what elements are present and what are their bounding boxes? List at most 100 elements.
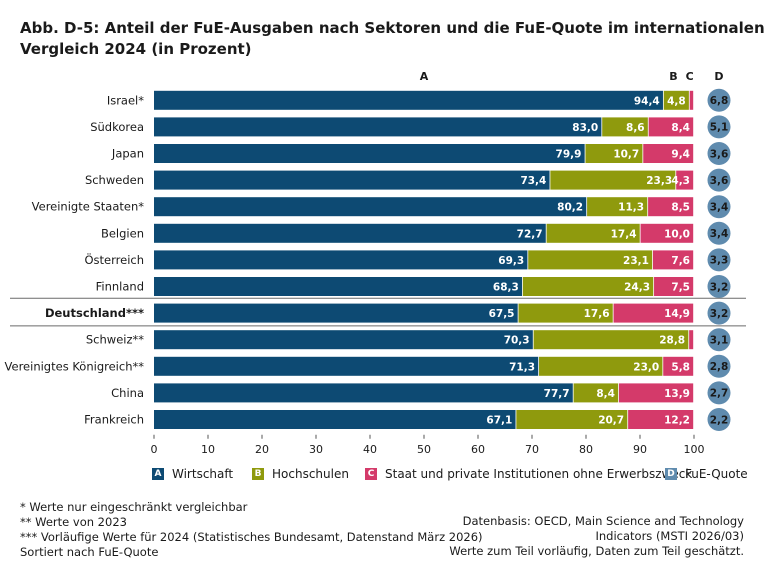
bar-segment-a [154, 383, 573, 403]
x-tick-label: 40 [363, 443, 377, 456]
data-label-b: 28,8 [659, 335, 685, 347]
bar-segment-b [550, 170, 676, 190]
fue-quote-label: 3,3 [710, 255, 729, 267]
category-label: Vereinigtes Königreich** [5, 359, 145, 373]
fue-quote-bubble [707, 195, 731, 219]
fue-quote-bubble [707, 301, 731, 325]
bar-segment-c [640, 223, 694, 243]
fue-quote-label: 3,1 [710, 335, 729, 347]
data-label-b: 11,3 [618, 202, 644, 214]
legend-swatch-b: B [252, 468, 264, 480]
category-label: Österreich [84, 251, 144, 267]
bar-segment-a [154, 277, 523, 296]
data-label-a: 68,3 [493, 282, 519, 294]
bar-segment-c [648, 117, 694, 137]
column-header-d: D [714, 70, 723, 83]
bar-segment-c [689, 90, 694, 110]
category-label: China [111, 386, 144, 400]
footnotes: * Werte nur eingeschränkt vergleichbar *… [20, 500, 483, 560]
bar-segment-b [539, 356, 663, 376]
data-label-c: 4,3 [671, 175, 690, 187]
data-label-b: 23,0 [633, 361, 659, 373]
data-label-c: 7,5 [671, 282, 690, 294]
source-line-3: Werte zum Teil vorläufig, Daten zum Teil… [449, 544, 744, 558]
bar-segment-b [518, 303, 613, 323]
legend-item-wirtschaft: A Wirtschaft [152, 467, 233, 481]
category-label: Schweiz** [86, 333, 144, 347]
stacked-bar-chart: A B C D Israel* 94,4 4,8 6,8 Südkorea 83,0 8,6 8,4 5… [5, 70, 746, 456]
fue-quote-bubble [707, 408, 731, 431]
bar-segment-a [154, 356, 539, 376]
source-line-2: Indicators (MSTI 2026/03) [595, 529, 744, 543]
bar-segment-c [663, 356, 694, 376]
legend-swatch-a: A [152, 468, 164, 480]
fue-quote-label: 3,4 [710, 228, 729, 240]
data-label-a: 72,7 [517, 228, 543, 240]
data-source: Datenbasis: OECD, Main Science and Techn… [449, 514, 744, 559]
x-tick-label: 30 [309, 443, 323, 456]
x-tick-label: 100 [684, 443, 705, 456]
data-label-a: 69,3 [498, 255, 524, 267]
bar-segment-a [154, 170, 550, 190]
bar-segment-a [154, 303, 518, 323]
data-label-b: 10,7 [613, 149, 639, 161]
bar-segment-c [676, 170, 694, 190]
data-label-a: 77,7 [544, 388, 570, 400]
data-label-a: 94,4 [634, 95, 660, 107]
bar-segment-a [154, 410, 516, 429]
fue-quote-bubble [707, 381, 731, 405]
legend-item-staat: C Staat und private Institutionen ohne E… [365, 467, 692, 481]
x-tick-label: 0 [151, 443, 158, 456]
data-label-b: 20,7 [598, 415, 624, 427]
bar-segment-a [154, 117, 602, 137]
x-tick-label: 10 [201, 443, 215, 456]
bar-segment-c [628, 410, 694, 429]
fue-quote-label: 3,4 [710, 202, 729, 214]
fue-quote-label: 2,7 [710, 388, 729, 400]
chart-title-line-2: Vergleich 2024 (in Prozent) [20, 40, 252, 58]
bar-segment-b [602, 117, 648, 137]
legend-label-wirtschaft: Wirtschaft [172, 467, 234, 481]
bar-segment-c [613, 303, 694, 323]
bar-segment-b [528, 250, 653, 270]
category-label: Belgien [101, 226, 144, 240]
x-tick-label: 90 [633, 443, 647, 456]
x-tick-label: 70 [525, 443, 539, 456]
fue-quote-label: 3,6 [710, 175, 729, 187]
footnote-2: ** Werte von 2023 [20, 515, 127, 529]
data-label-c: 10,0 [664, 228, 690, 240]
data-label-a: 67,5 [489, 308, 515, 320]
fue-quote-label: 3,2 [710, 281, 729, 293]
x-tick-label: 50 [417, 443, 431, 456]
bar-segment-c [618, 383, 694, 403]
data-label-a: 83,0 [572, 122, 598, 134]
data-label-b: 23,1 [623, 255, 649, 267]
bar-segment-c [689, 330, 694, 350]
data-label-c: 12,2 [664, 415, 690, 427]
fue-quote-label: 6,8 [710, 95, 729, 107]
legend-label-staat: Staat und private Institutionen ohne Erw… [385, 467, 693, 481]
fue-quote-label: 3,6 [710, 148, 729, 160]
data-label-c: 13,9 [664, 388, 690, 400]
data-label-a: 80,2 [557, 202, 583, 214]
legend-swatch-c: C [365, 468, 377, 480]
data-label-c: 7,6 [671, 255, 690, 267]
data-label-c: 9,4 [671, 149, 690, 161]
bar-segment-b [587, 197, 648, 217]
data-label-c: 5,8 [671, 361, 690, 373]
category-label: Finnland [96, 280, 144, 294]
fue-quote-bubble [707, 142, 731, 165]
bar-segment-b [533, 330, 689, 350]
fue-quote-bubble [707, 221, 731, 245]
footnote-4: Sortiert nach FuE-Quote [20, 545, 159, 559]
category-label: Schweden [85, 173, 144, 187]
data-label-a: 70,3 [504, 335, 530, 347]
bar-segment-a [154, 197, 587, 217]
legend-item-fue-quote: D FuE-Quote [665, 467, 748, 481]
x-tick-label: 20 [255, 443, 269, 456]
category-label: Vereinigte Staaten* [32, 200, 145, 214]
bar-segment-c [654, 277, 694, 296]
fue-quote-label: 2,2 [710, 414, 729, 426]
data-label-b: 17,6 [584, 308, 610, 320]
chart-title: Abb. D-5: Anteil der FuE-Ausgaben nach S… [20, 18, 765, 60]
